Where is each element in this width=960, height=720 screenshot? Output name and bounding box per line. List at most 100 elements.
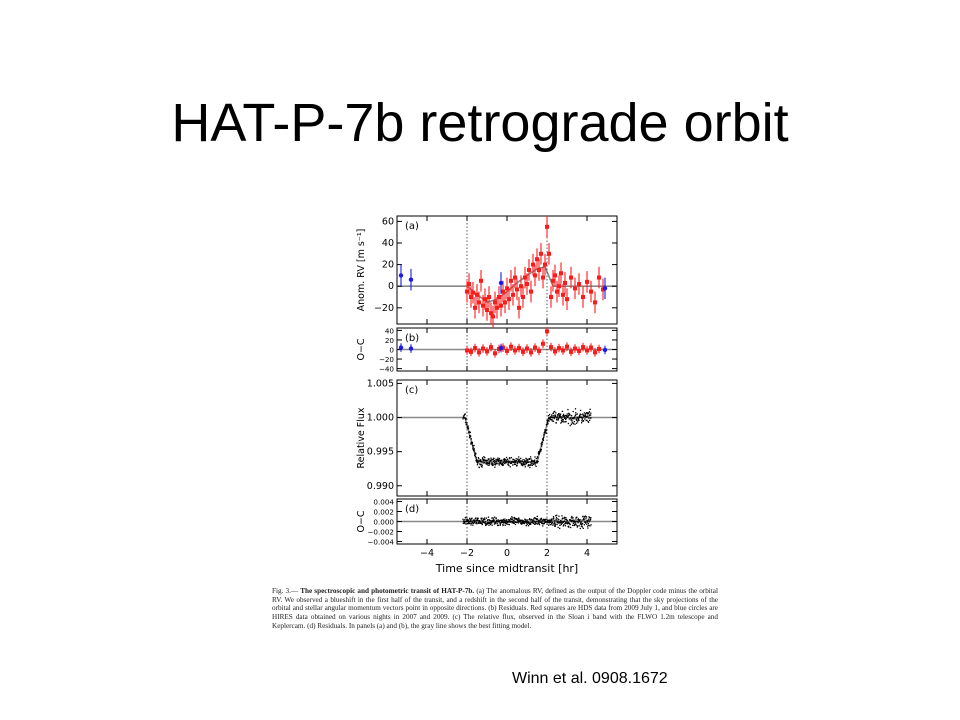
photometry-point [556,419,558,421]
photometry-point [541,442,544,444]
photometry-point [540,521,542,523]
photometry-point [477,456,480,459]
photometry-point [472,446,474,448]
photometry-point [480,465,483,467]
hds-point [491,314,495,319]
photometry-point [570,520,572,522]
slide-title: HAT-P-7b retrograde orbit [171,93,789,153]
photometry-point [574,520,577,522]
photometry-point [478,458,480,460]
photometry-point [476,523,478,525]
photometry-point [536,459,538,462]
photometry-point [486,519,489,522]
photometry-point [520,460,522,462]
hds-point [497,295,501,299]
photometry-point [512,458,514,461]
photometry-point [468,522,471,525]
photometry-point [577,417,579,420]
photometry-point [473,448,475,450]
photometry-point [554,415,557,418]
photometry-point [540,450,542,452]
photometry-point [575,518,577,520]
photometry-point [553,415,555,417]
y-tick-label: −20 [379,355,395,364]
photometry-point [499,461,501,463]
photometry-point [463,414,466,416]
photometry-point [517,519,519,521]
photometry-point [522,521,525,523]
photometry-point [501,519,504,521]
photometry-point [580,522,582,524]
hds-point [585,279,589,284]
photometry-point [578,417,580,419]
photometry-point [581,519,583,521]
photometry-point [519,521,521,523]
photometry-point [491,522,493,524]
photometry-point [470,443,472,445]
photometry-point [481,464,483,466]
hds-point [485,349,489,354]
photometry-point [507,523,509,525]
photometry-point [556,521,558,523]
hds-point [493,351,497,356]
photometry-point [585,419,587,422]
photometry-point [587,421,590,423]
photometry-point [581,526,583,528]
photometry-point [550,523,552,526]
y-tick-label: 0.002 [373,508,394,517]
photometry-point [564,421,566,423]
hds-point [509,344,513,349]
hds-point [477,300,481,305]
hds-point [469,295,473,299]
photometry-point [564,417,566,420]
hds-point [505,348,509,353]
photometry-point [554,525,556,527]
photometry-point [586,413,589,415]
photometry-point [554,414,556,417]
photometry-point [472,449,475,452]
photometry-point [566,415,569,418]
photometry-point [523,520,525,523]
photometry-point [502,520,504,522]
photometry-point [570,415,573,417]
photometry-point [517,520,519,523]
photometry-point [540,448,543,451]
photometry-point [551,415,553,417]
photometry-point [504,521,506,523]
photometry-point [512,521,515,523]
panel-a-label: (a) [405,221,419,232]
hds-point [517,346,521,351]
photometry-point [493,459,496,462]
photometry-point [537,451,540,453]
photometry-point [499,522,502,524]
photometry-point [555,416,558,418]
photometry-point [542,438,544,440]
hds-point [561,292,565,297]
photometry-point [553,525,556,527]
photometry-point [481,523,483,526]
photometry-point [534,517,537,520]
photometry-point [573,420,575,423]
hds-point [473,305,477,310]
photometry-point [465,417,467,419]
photometry-point [504,458,506,461]
photometry-point [486,522,488,525]
photometry-point [518,456,520,458]
photometry-point [487,462,490,464]
photometry-point [527,525,530,527]
photometry-point [500,521,502,524]
photometry-point [576,516,578,518]
photometry-point [470,522,472,524]
hds-point [493,300,497,305]
photometry-point [490,521,492,523]
photometry-point [539,450,541,452]
photometry-point [477,462,479,464]
photometry-point [472,521,474,524]
photometry-point [522,522,524,524]
photometry-point [533,461,535,463]
hds-point [467,282,471,287]
photometry-point [588,417,590,419]
photometry-point [484,522,486,525]
photometry-point [550,416,552,418]
photometry-point [527,461,529,464]
